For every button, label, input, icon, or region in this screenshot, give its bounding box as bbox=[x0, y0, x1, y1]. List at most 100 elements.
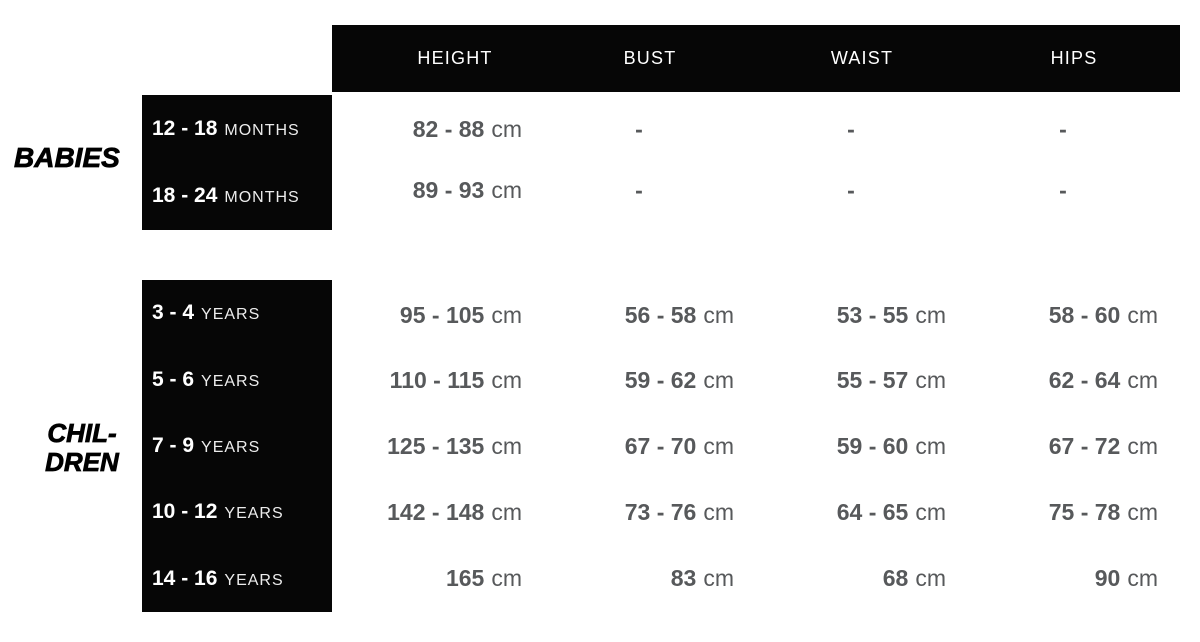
value-unit: cm bbox=[1127, 432, 1158, 459]
cell-hips: 62 - 64 cm bbox=[968, 367, 1180, 394]
size-range-unit: YEARS bbox=[224, 505, 284, 523]
value-unit: cm bbox=[491, 115, 522, 142]
size-range-unit: MONTHS bbox=[224, 189, 300, 207]
value-unit: cm bbox=[1127, 564, 1158, 591]
cell-hips: - bbox=[968, 116, 1180, 143]
value: 90 bbox=[1094, 564, 1121, 591]
value: - bbox=[1059, 115, 1067, 142]
cell-height: 125 - 135 cm bbox=[332, 433, 544, 460]
column-header-bar: HEIGHT BUST WAIST HIPS bbox=[332, 25, 1180, 92]
cell-bust: 83 cm bbox=[544, 565, 756, 592]
value-unit: cm bbox=[491, 366, 522, 393]
value-unit: cm bbox=[915, 498, 946, 525]
table-row-7-9-years: 125 - 135 cm 67 - 70 cm 59 - 60 cm 67 - 72 c… bbox=[332, 429, 1180, 463]
size-label-10-12-years: 10 - 12 YEARS bbox=[142, 500, 332, 524]
cell-bust: - bbox=[544, 177, 756, 204]
value: 56 - 58 bbox=[624, 301, 697, 328]
value: 110 - 115 bbox=[389, 366, 485, 393]
cell-waist: 55 - 57 cm bbox=[756, 367, 968, 394]
value: 55 - 57 bbox=[836, 366, 909, 393]
group-title-children-line2: DREN bbox=[45, 447, 119, 478]
cell-hips: 58 - 60 cm bbox=[968, 302, 1180, 329]
column-header-height: HEIGHT bbox=[417, 48, 493, 68]
value-unit: cm bbox=[703, 498, 734, 525]
value: 142 - 148 bbox=[387, 498, 485, 525]
cell-hips: 67 - 72 cm bbox=[968, 433, 1180, 460]
value: 53 - 55 bbox=[836, 301, 909, 328]
size-range: 3 - 4 bbox=[152, 301, 195, 325]
size-range: 5 - 6 bbox=[152, 367, 195, 391]
value-unit: cm bbox=[915, 564, 946, 591]
cell-bust: 73 - 76 cm bbox=[544, 499, 756, 526]
value: 67 - 70 bbox=[624, 432, 697, 459]
table-row-3-4-years: 95 - 105 cm 56 - 58 cm 53 - 55 cm 58 - 60 cm bbox=[332, 298, 1180, 332]
value-unit: cm bbox=[703, 301, 734, 328]
value: - bbox=[847, 176, 855, 203]
value: 62 - 64 bbox=[1048, 366, 1121, 393]
value-unit: cm bbox=[915, 301, 946, 328]
value-unit: cm bbox=[491, 176, 522, 203]
value-unit: cm bbox=[491, 564, 522, 591]
size-range-unit: MONTHS bbox=[224, 121, 300, 139]
size-label-5-6-years: 5 - 6 YEARS bbox=[142, 368, 332, 392]
cell-height: 142 - 148 cm bbox=[332, 499, 544, 526]
value: 95 - 105 bbox=[399, 301, 485, 328]
group-title-children: CHIL- DREN bbox=[28, 418, 136, 478]
cell-waist: - bbox=[756, 116, 968, 143]
value: 58 - 60 bbox=[1048, 301, 1121, 328]
group-title-children-line1: CHIL- bbox=[47, 418, 117, 448]
size-range: 12 - 18 bbox=[152, 116, 218, 140]
cell-hips: - bbox=[968, 177, 1180, 204]
cell-bust: 56 - 58 cm bbox=[544, 302, 756, 329]
cell-bust: - bbox=[544, 116, 756, 143]
value: 89 - 93 bbox=[412, 176, 485, 203]
value: - bbox=[635, 115, 643, 142]
cell-height: 110 - 115 cm bbox=[332, 367, 544, 394]
value: 59 - 60 bbox=[836, 432, 909, 459]
size-label-3-4-years: 3 - 4 YEARS bbox=[142, 301, 332, 325]
size-range: 7 - 9 bbox=[152, 433, 195, 457]
value: 67 - 72 bbox=[1048, 432, 1121, 459]
value-unit: cm bbox=[491, 432, 522, 459]
value-unit: cm bbox=[703, 564, 734, 591]
column-header-waist: WAIST bbox=[830, 48, 894, 68]
column-header-hips: HIPS bbox=[1050, 48, 1098, 68]
group-title-babies: BABIES bbox=[14, 142, 121, 174]
size-range-unit: YEARS bbox=[201, 372, 261, 390]
value: 73 - 76 bbox=[624, 498, 697, 525]
cell-height: 165 cm bbox=[332, 565, 544, 592]
value-unit: cm bbox=[703, 366, 734, 393]
cell-height: 89 - 93 cm bbox=[332, 177, 544, 204]
babies-size-box: 12 - 18 MONTHS 18 - 24 MONTHS bbox=[142, 95, 332, 230]
cell-height: 82 - 88 cm bbox=[332, 116, 544, 143]
size-range-unit: YEARS bbox=[224, 571, 284, 589]
table-row-18-24-months: 89 - 93 cm - - - bbox=[332, 173, 1180, 207]
value-unit: cm bbox=[703, 432, 734, 459]
value: - bbox=[847, 115, 855, 142]
cell-bust: 67 - 70 cm bbox=[544, 433, 756, 460]
cell-waist: 53 - 55 cm bbox=[756, 302, 968, 329]
size-label-7-9-years: 7 - 9 YEARS bbox=[142, 434, 332, 458]
table-row-14-16-years: 165 cm 83 cm 68 cm 90 cm bbox=[332, 561, 1180, 595]
cell-hips: 90 cm bbox=[968, 565, 1180, 592]
size-label-12-18-months: 12 - 18 MONTHS bbox=[142, 117, 332, 141]
value-unit: cm bbox=[915, 366, 946, 393]
cell-hips: 75 - 78 cm bbox=[968, 499, 1180, 526]
table-row-10-12-years: 142 - 148 cm 73 - 76 cm 64 - 65 cm 75 - 78 c… bbox=[332, 495, 1180, 529]
cell-waist: 59 - 60 cm bbox=[756, 433, 968, 460]
table-row-12-18-months: 82 - 88 cm - - - bbox=[332, 112, 1180, 146]
value-unit: cm bbox=[491, 301, 522, 328]
size-range: 10 - 12 bbox=[152, 500, 218, 524]
value-unit: cm bbox=[1127, 498, 1158, 525]
value: 68 bbox=[882, 564, 909, 591]
size-range: 18 - 24 bbox=[152, 184, 218, 208]
value: 165 bbox=[445, 564, 485, 591]
value: 82 - 88 bbox=[412, 115, 485, 142]
children-size-box: 3 - 4 YEARS 5 - 6 YEARS 7 - 9 YEARS 10 - 12… bbox=[142, 280, 332, 612]
size-label-14-16-years: 14 - 16 YEARS bbox=[142, 567, 332, 591]
value: 83 bbox=[670, 564, 697, 591]
size-range: 14 - 16 bbox=[152, 566, 218, 590]
size-label-18-24-months: 18 - 24 MONTHS bbox=[142, 184, 332, 208]
cell-waist: - bbox=[756, 177, 968, 204]
